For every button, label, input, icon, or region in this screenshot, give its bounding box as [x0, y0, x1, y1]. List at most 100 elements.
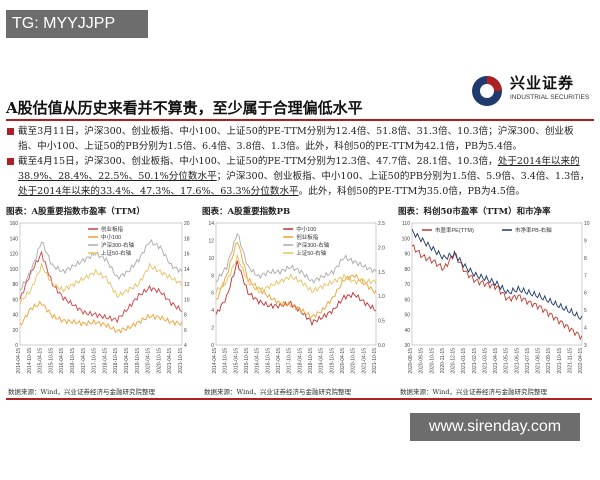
- x-tick-label: 2021-01-15: [461, 348, 467, 374]
- chart-title: 图表：科创50市盈率（TTM）和市净率: [398, 207, 551, 217]
- y-tick-label: 90: [404, 252, 410, 258]
- bullet-text-2d: 处于2014年以来的33.4%、47.3%、17.6%、63.3%分位数水平: [18, 186, 299, 197]
- y-tick-label: 20: [12, 328, 18, 334]
- bullet-square-icon: [7, 128, 14, 135]
- x-tick-label: 2021-03-15: [482, 348, 488, 374]
- y-tick-label: 50: [404, 313, 410, 319]
- x-tick-label: 2014-04-15: [212, 348, 218, 374]
- x-tick-label: 2020-04-15: [146, 348, 152, 374]
- x-tick-label: 2020-09-15: [419, 348, 425, 374]
- x-tick-label: 2017-04-15: [276, 348, 282, 374]
- series-line-0: [411, 244, 583, 341]
- legend-label: 创业板指: [296, 233, 319, 241]
- y2-tick-label: 0.5: [378, 319, 385, 325]
- x-tick-label: 2021-08-15: [536, 348, 542, 374]
- y-tick-label: 40: [404, 328, 410, 334]
- y-tick-label: 60: [404, 297, 410, 303]
- series-line-3: [215, 254, 377, 294]
- legend-label: 沪深300-右轴: [101, 241, 135, 249]
- x-tick-label: 2019-10-15: [135, 348, 141, 374]
- x-tick-label: 2021-10-15: [557, 348, 563, 374]
- brand-logo: 兴业证券 INDUSTRIAL SECURITIES: [470, 72, 595, 110]
- y-tick-label: 100: [402, 236, 411, 242]
- y2-tick-label: 2.5: [378, 221, 385, 227]
- y-tick-label: 110: [402, 221, 410, 227]
- bullet-item-2: 截至4月15日，沪深300、创业板指、中小100、上证50的PE-TTM分别为1…: [6, 154, 592, 199]
- x-tick-label: 2020-10-15: [429, 348, 435, 374]
- plot-frame: [19, 222, 183, 346]
- y2-tick-label: 10: [184, 297, 190, 303]
- series-line-1: [411, 228, 583, 321]
- y2-tick-label: 1.5: [378, 270, 385, 276]
- bullet-text-2e: 。此外，科创50的PE-TTM为35.0倍，PB为4.5倍。: [298, 186, 526, 197]
- y-tick-label: 14: [208, 221, 214, 227]
- bullet-list: 截至3月11日，沪深300、创业板指、中小100、上证50的PE-TTM分别为1…: [6, 124, 592, 199]
- bullet-text-2b: 处于2014年以来的38.9%、28.4%、22.5%、50.1%分位数水平: [18, 156, 580, 182]
- y-tick-label: 80: [12, 282, 18, 288]
- bullet-text-1: 截至3月11日，沪深300、创业板指、中小100、上证50的PE-TTM分别为1…: [18, 126, 574, 152]
- chart-title: 图表：A股重要指数市盈率（TTM）: [6, 207, 145, 217]
- y-tick-label: 80: [404, 267, 410, 273]
- y-tick-label: 40: [12, 313, 18, 319]
- y2-tick-label: 5: [584, 308, 587, 314]
- y-tick-label: 8: [211, 273, 214, 279]
- y-tick-label: 140: [10, 236, 19, 242]
- x-tick-label: 2020-08-15: [408, 348, 414, 374]
- y2-tick-label: 20: [184, 221, 190, 227]
- x-tick-label: 2015-10-15: [48, 348, 54, 374]
- footer-divider: [6, 398, 592, 400]
- y-tick-label: 6: [211, 291, 214, 297]
- legend-label: 中小100: [296, 225, 316, 233]
- x-tick-label: 2014-04-15: [16, 348, 22, 374]
- logo-name: 兴业证券: [510, 74, 575, 92]
- series-line-1: [215, 241, 377, 319]
- title-divider: [6, 119, 594, 121]
- legend-label: 上证50-右轴: [101, 249, 131, 257]
- y2-tick-label: 6: [184, 328, 187, 334]
- logo-subtitle: INDUSTRIAL SECURITIES: [510, 94, 590, 101]
- legend-label: 市盈率PE(TTM): [435, 226, 474, 234]
- x-tick-label: 2014-10-15: [223, 348, 229, 374]
- x-tick-label: 2021-09-15: [546, 348, 552, 374]
- x-tick-label: 2022-04-15: [578, 348, 584, 374]
- x-tick-label: 2021-10-15: [178, 348, 184, 374]
- watermark-bottom: www.sirenday.com: [410, 413, 580, 441]
- y2-tick-label: 18: [184, 236, 190, 242]
- x-tick-label: 2021-02-15: [472, 348, 478, 374]
- chart-star50: 图表：科创50市盈率（TTM）和市净率 110 100 90 80 70 60 50 40 30…: [398, 205, 594, 380]
- chart-svg: 110 100 90 80 70 60 50 40 30 10 9 8 7 6 5 4 3 2020-08-15 2…: [402, 221, 590, 374]
- x-tick-label: 2015-04-15: [38, 348, 44, 374]
- x-tick-label: 2021-04-15: [167, 348, 173, 374]
- chart-pe-ttm: 图表：A股重要指数市盈率（TTM） 160 140 120 100 80 60 40 20 0 2…: [6, 205, 196, 380]
- legend-label: 沪深300-右轴: [296, 241, 330, 249]
- y2-tick-label: 14: [184, 267, 190, 273]
- legend-label: 中小100: [101, 233, 121, 241]
- bullet-text-2a: 截至4月15日，沪深300、创业板指、中小100、上证50的PE-TTM分别为1…: [18, 156, 498, 167]
- chart-source-2: 数据来源：Wind，兴业证券经济与金融研究院整理: [204, 388, 351, 396]
- y2-tick-label: 10: [584, 221, 590, 227]
- series-line-3: [19, 262, 183, 305]
- legend-label: 市净率PB-右轴: [515, 226, 552, 234]
- x-tick-label: 2020-04-15: [340, 348, 346, 374]
- series-line-1: [19, 300, 183, 334]
- x-tick-label: 2020-12-15: [451, 348, 457, 374]
- x-tick-label: 2017-04-15: [81, 348, 87, 374]
- y2-tick-label: 16: [184, 252, 190, 258]
- y2-tick-label: 6: [584, 291, 587, 297]
- y-tick-label: 30: [404, 343, 410, 349]
- x-tick-label: 2016-04-15: [255, 348, 261, 374]
- y-tick-label: 100: [10, 267, 19, 273]
- y2-tick-label: 12: [184, 282, 190, 288]
- x-tick-label: 2017-10-15: [92, 348, 98, 374]
- y-tick-label: 70: [404, 282, 410, 288]
- x-tick-label: 2020-10-15: [156, 348, 162, 374]
- y2-tick-label: 2.0: [378, 245, 385, 251]
- x-tick-label: 2018-04-15: [297, 348, 303, 374]
- watermark-top: TG: MYYJJPP: [6, 10, 148, 38]
- x-tick-label: 2019-10-15: [329, 348, 335, 374]
- x-tick-label: 2021-06-15: [514, 348, 520, 374]
- y2-tick-label: 1.0: [378, 294, 385, 300]
- series-line-0: [215, 260, 377, 327]
- y2-tick-label: 4: [584, 326, 587, 332]
- chart-pb: 图表：A股重要指数PB 14 12 10 8 6 4 2 0 2.5 2.0 1.5 1.0 0.5 0.…: [202, 205, 390, 380]
